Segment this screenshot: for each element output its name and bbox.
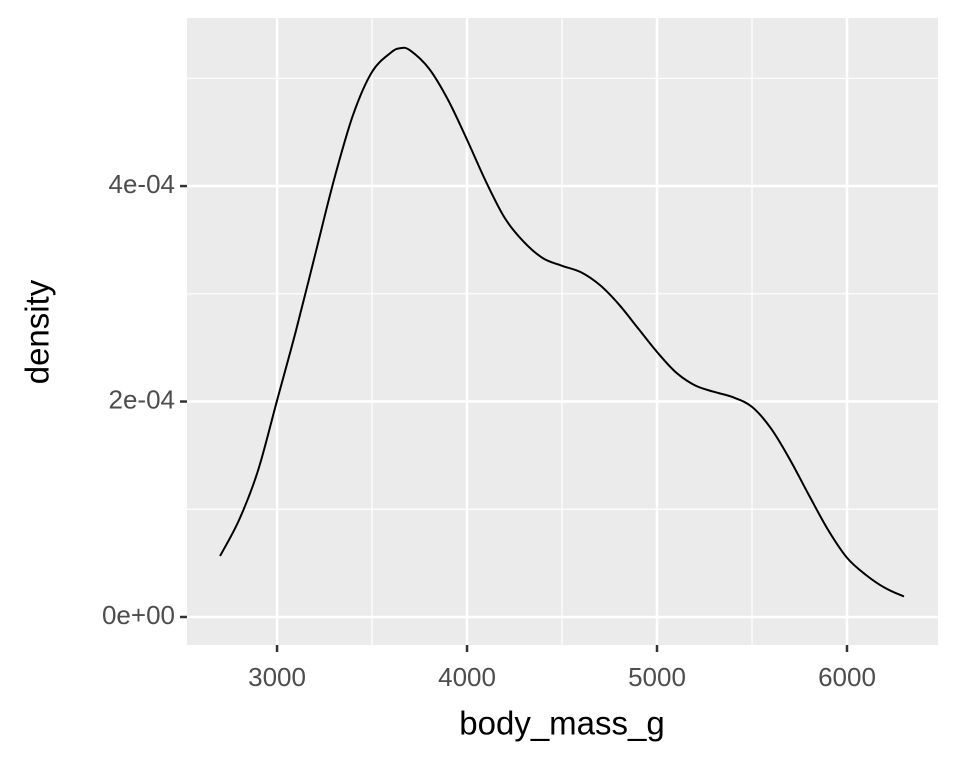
x-axis-title: body_mass_g: [459, 705, 664, 742]
x-tick-label: 3000: [248, 662, 306, 692]
x-tick-label: 5000: [628, 662, 686, 692]
x-tick-label: 4000: [438, 662, 496, 692]
y-axis-title: density: [19, 279, 56, 384]
density-line: [219, 46, 905, 598]
y-tick-label: 2e-04: [109, 384, 176, 414]
y-tick-label: 0e+00: [102, 600, 175, 630]
y-tick-label: 4e-04: [109, 169, 176, 199]
x-tick-label: 6000: [818, 662, 876, 692]
